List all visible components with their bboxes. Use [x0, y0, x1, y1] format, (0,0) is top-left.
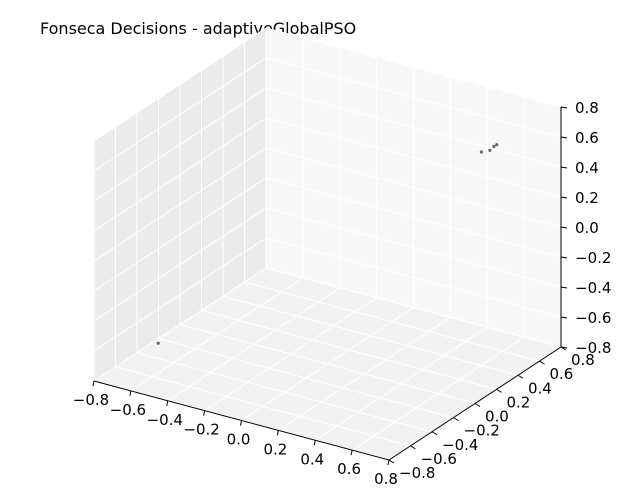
z-tick-mark	[560, 316, 568, 319]
x-tick-label: 0.2	[263, 440, 287, 458]
z-tick-mark	[560, 196, 568, 199]
y-tick-mark	[388, 459, 395, 464]
grid-line	[201, 309, 497, 390]
x-tick-label: 0.8	[374, 470, 398, 488]
x-tick-label: −0.8	[73, 391, 109, 409]
grid-line	[265, 57, 562, 138]
y-tick-label: −0.8	[399, 464, 435, 482]
grid-line	[244, 281, 540, 362]
data-points	[156, 143, 499, 345]
z-tick-label: −0.2	[575, 249, 611, 267]
y-tick-mark	[517, 374, 524, 379]
chart-title: Fonseca Decisions - adaptiveGlobalPSO	[40, 19, 356, 38]
x-tick-mark	[92, 380, 95, 387]
x-tick-mark	[350, 450, 353, 456]
grid-line	[179, 324, 476, 404]
y-tick-mark	[496, 388, 502, 393]
grid-line	[351, 336, 525, 451]
axes-panes	[93, 27, 562, 461]
grid-line	[265, 117, 562, 198]
y-tick-mark	[474, 403, 481, 407]
x-tick-mark	[313, 440, 316, 446]
tick-marks	[92, 106, 568, 466]
z-tick-label: 0.0	[575, 219, 599, 237]
x-tick-mark	[240, 420, 242, 426]
y-tick-label: 0.2	[507, 393, 531, 411]
data-point	[492, 144, 496, 148]
grid-line	[93, 27, 267, 142]
x-tick-mark	[129, 390, 132, 396]
grid-line	[93, 147, 267, 262]
z-tick-mark	[560, 226, 568, 229]
grid-line	[93, 87, 267, 202]
x-tick-mark	[276, 430, 279, 436]
data-point	[488, 148, 492, 152]
z-tick-label: −0.8	[575, 339, 611, 357]
grid-line	[265, 147, 562, 228]
z-tick-mark	[560, 166, 568, 169]
z-tick-mark	[560, 256, 568, 259]
x-tick-mark	[203, 410, 206, 416]
y-tick-label: −0.4	[442, 436, 478, 454]
grid-line	[265, 27, 562, 108]
y-tick-label: −0.6	[421, 450, 457, 468]
grid-line	[278, 316, 451, 431]
y-tick-label: −0.2	[464, 422, 500, 440]
z-tick-label: −0.4	[575, 279, 611, 297]
y-tick-mark	[431, 431, 438, 436]
y-tick-label: 0.0	[485, 408, 509, 426]
x-tick-mark	[387, 459, 390, 466]
grid-line	[93, 117, 267, 232]
y-tick-label: 0.8	[571, 351, 595, 369]
z-tick-label: 0.4	[575, 159, 599, 177]
z-tick-mark	[560, 136, 568, 139]
y-tick-label: 0.4	[528, 379, 552, 397]
y-tick-label: 0.6	[550, 365, 574, 383]
z-tick-label: −0.6	[575, 309, 611, 327]
y-tick-mark	[410, 445, 416, 450]
x-tick-label: 0.6	[337, 460, 361, 478]
grid-line	[314, 326, 488, 441]
grid-line	[265, 267, 562, 348]
data-point	[479, 150, 483, 154]
z-tick-mark	[560, 286, 568, 289]
grid-line	[222, 295, 519, 376]
y-tick-mark	[560, 346, 567, 351]
z-tick-label: 0.8	[575, 99, 599, 117]
y-tick-mark	[539, 360, 545, 365]
z-tick-mark	[560, 106, 568, 109]
x-tick-label: 0.0	[227, 431, 251, 449]
z-tick-label: 0.6	[575, 129, 599, 147]
x-tick-label: −0.4	[147, 411, 183, 429]
z-tick-label: 0.2	[575, 189, 599, 207]
x-tick-label: −0.2	[183, 421, 219, 439]
data-point	[495, 143, 499, 147]
tick-labels: −0.8−0.8−0.8−0.6−0.6−0.6−0.4−0.4−0.4−0.2…	[73, 99, 612, 488]
x-tick-mark	[166, 400, 169, 406]
grid-line	[265, 87, 562, 168]
grid-line	[93, 57, 267, 172]
x-tick-label: 0.4	[300, 450, 324, 468]
x-tick-label: −0.6	[110, 401, 146, 419]
y-tick-mark	[453, 417, 459, 422]
data-point	[156, 341, 160, 345]
